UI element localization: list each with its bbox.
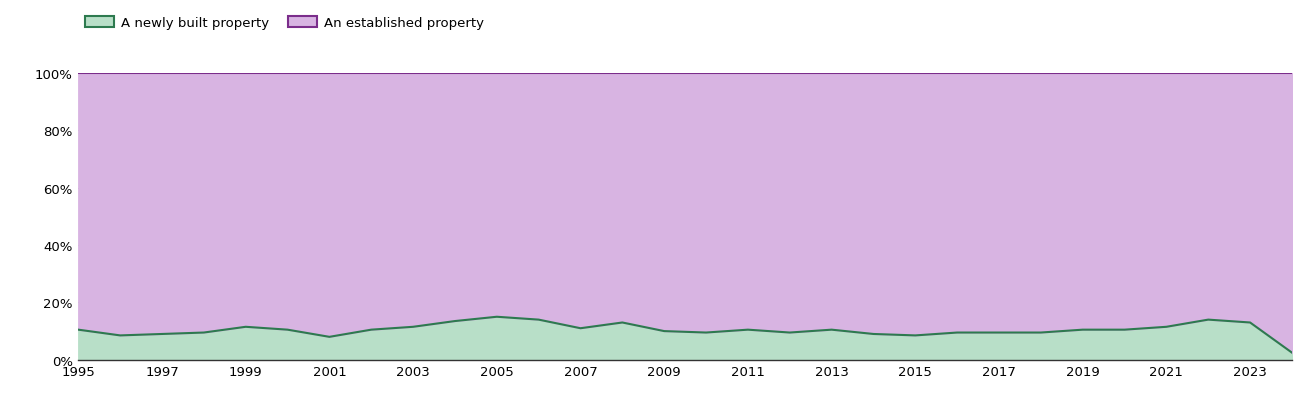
Legend: A newly built property, An established property: A newly built property, An established p… bbox=[85, 17, 484, 30]
